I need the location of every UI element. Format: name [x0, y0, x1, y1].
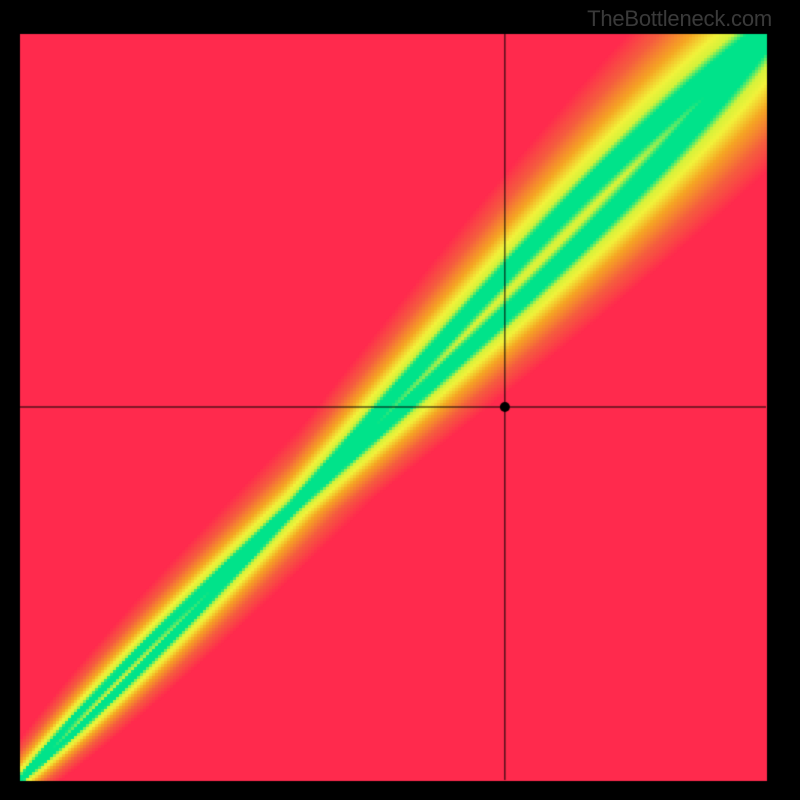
chart-container: TheBottleneck.com — [0, 0, 800, 800]
heatmap-canvas — [0, 0, 800, 800]
